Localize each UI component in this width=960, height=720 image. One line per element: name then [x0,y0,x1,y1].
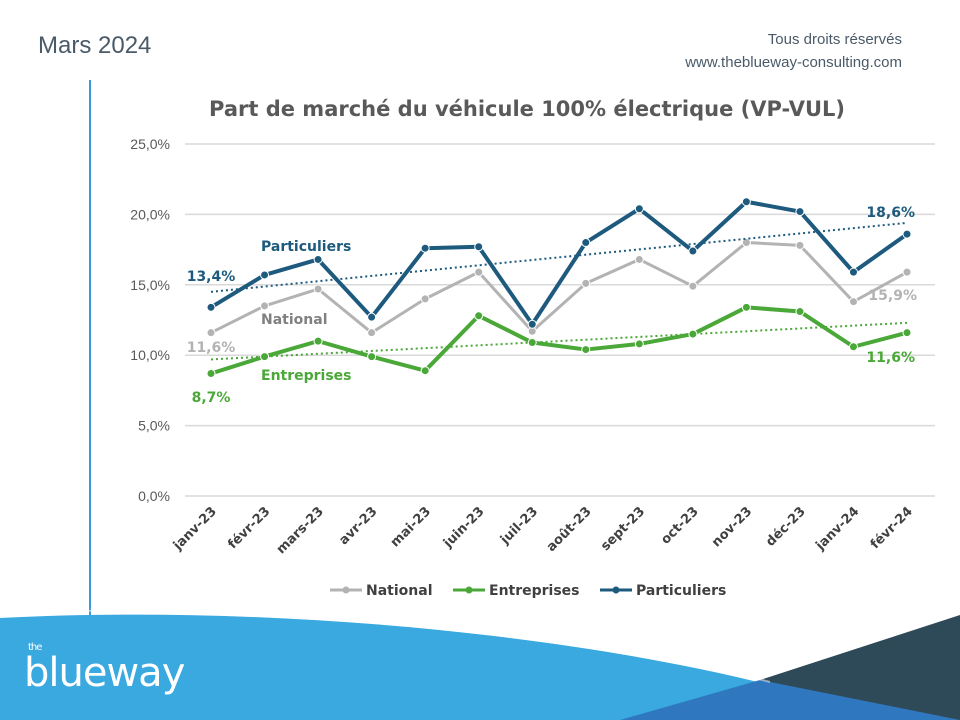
data-point-entreprises [474,311,484,321]
data-point-particuliers [474,242,484,252]
data-point-national [260,301,270,311]
data-point-particuliers [313,254,323,264]
blueway-logo: the blueway [24,642,185,696]
chart-title: Part de marché du véhicule 100% électriq… [209,97,845,121]
trendline-entreprises [210,321,908,361]
data-point-particuliers [206,302,216,312]
y-tick-label: 15,0% [130,277,170,293]
y-tick-label: 5,0% [138,418,170,434]
x-tick-label: janv-24 [812,504,862,554]
y-tick-label: 10,0% [130,347,170,363]
end-label-particuliers: 18,6% [866,205,915,221]
x-tick-label: nov-23 [709,504,755,550]
data-point-national [688,281,698,291]
website-link[interactable]: www.theblueway-consulting.com [685,54,902,71]
legend-marker-national [342,586,350,594]
data-point-particuliers [795,207,805,217]
x-tick-label: sept-23 [598,504,648,554]
data-point-entreprises [206,369,216,379]
data-point-entreprises [313,336,323,346]
legend-marker-particuliers [612,586,620,594]
data-point-national [581,278,591,288]
data-point-particuliers [527,319,537,329]
data-point-national [474,267,484,277]
series-line-entreprises [210,305,908,376]
logo-name: blueway [24,650,185,696]
x-tick-label: janv-23 [170,504,220,554]
data-point-national [313,284,323,294]
copyright-block: Tous droits réservés www.theblueway-cons… [685,28,902,74]
data-point-particuliers [741,197,751,207]
data-point-entreprises [367,352,377,362]
y-tick-label: 20,0% [130,206,170,222]
inline-label-particuliers: Particuliers [261,239,351,255]
data-point-entreprises [848,342,858,352]
start-label-particuliers: 13,4% [187,269,236,285]
logo-the: the [28,642,42,653]
data-point-national [367,328,377,338]
series-line-national [210,241,908,335]
data-point-particuliers [688,246,698,256]
data-point-particuliers [581,238,591,248]
data-point-entreprises [741,302,751,312]
data-point-national [741,238,751,248]
x-tick-label: mai-23 [388,504,434,550]
data-point-particuliers [420,243,430,253]
y-tick-label: 25,0% [130,136,170,152]
data-point-entreprises [634,339,644,349]
legend-label-particuliers: Particuliers [636,583,726,599]
data-point-national [848,297,858,307]
decorative-divider [89,80,91,620]
legend-marker-entreprises [465,586,473,594]
data-point-national [420,294,430,304]
data-point-entreprises [527,338,537,348]
rights-text: Tous droits réservés [767,31,902,48]
x-tick-label: août-23 [544,504,595,555]
data-point-entreprises [902,328,912,338]
x-tick-label: oct-23 [658,504,701,547]
footer-wave [0,609,960,720]
data-point-entreprises [420,366,430,376]
x-tick-label: juin-23 [440,504,487,551]
data-point-entreprises [795,307,805,317]
data-point-particuliers [367,312,377,322]
inline-label-national: National [261,312,328,328]
data-point-particuliers [260,270,270,280]
inline-label-entreprises: Entreprises [261,368,352,384]
line-chart: Part de marché du véhicule 100% électriq… [130,97,935,599]
data-point-particuliers [902,229,912,239]
x-tick-label: févr-24 [868,504,916,552]
x-tick-label: juil-23 [497,504,541,548]
legend-label-entreprises: Entreprises [489,583,580,599]
x-tick-label: déc-23 [763,504,808,549]
data-point-national [634,254,644,264]
start-label-entreprises: 8,7% [192,390,231,406]
legend-label-national: National [366,583,433,599]
x-tick-label: avr-23 [336,504,380,548]
data-point-entreprises [260,352,270,362]
data-point-entreprises [581,345,591,355]
end-label-entreprises: 11,6% [866,350,915,366]
data-point-particuliers [634,204,644,214]
trendline-particuliers [210,221,908,293]
x-tick-label: mars-23 [274,504,327,557]
end-label-national: 15,9% [868,288,917,304]
series-line-particuliers [209,199,909,327]
data-point-national [902,267,912,277]
data-point-particuliers [848,267,858,277]
start-label-national: 11,6% [187,340,236,356]
x-tick-label: févr-23 [225,504,273,552]
data-point-national [795,240,805,250]
data-point-entreprises [688,329,698,339]
y-tick-label: 0,0% [138,488,170,504]
report-date: Mars 2024 [38,32,152,59]
data-point-national [206,328,216,338]
